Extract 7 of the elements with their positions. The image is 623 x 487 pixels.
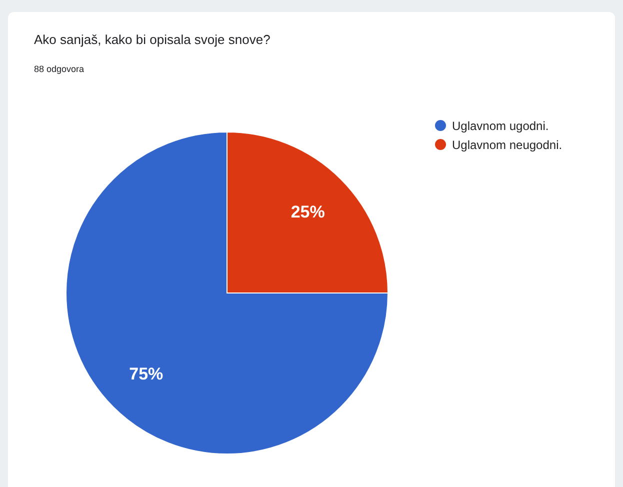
legend-label: Uglavnom neugodni. [452,138,562,152]
chart-subtitle: 88 odgovora [34,64,84,74]
pie-slice [66,132,388,454]
legend-label: Uglavnom ugodni. [452,118,549,132]
data-label: 25% [290,202,325,222]
chart-title: Ako sanjaš, kako bi opisala svoje snove? [34,32,270,47]
data-label: 75% [129,364,164,384]
